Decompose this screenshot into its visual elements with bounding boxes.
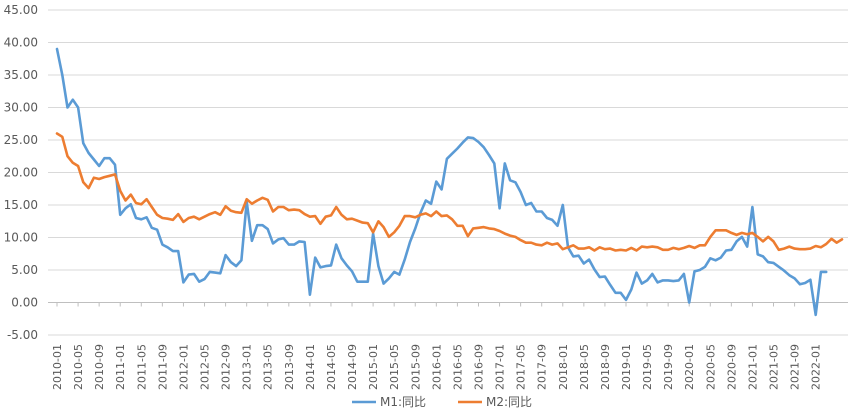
x-tick-label: 2019-09 — [662, 344, 675, 390]
x-tick-label: 2011-05 — [135, 344, 148, 390]
series-line-2 — [55, 132, 844, 252]
x-tick-label: 2021-05 — [768, 344, 781, 390]
x-tick-label: 2012-05 — [199, 344, 212, 390]
x-tick-label: 2022-01 — [810, 344, 823, 390]
x-tick-label: 2017-09 — [536, 344, 549, 390]
x-tick-label: 2020-05 — [704, 344, 717, 390]
x-tick-label: 2021-01 — [746, 344, 759, 390]
x-tick-label: 2021-09 — [789, 344, 802, 390]
y-tick-label: 45.00 — [4, 3, 38, 17]
x-tick-label: 2016-09 — [472, 344, 485, 390]
series-lines — [55, 47, 844, 317]
x-tick-label: 2013-01 — [241, 344, 254, 390]
y-tick-label: 15.00 — [4, 198, 38, 212]
x-tick-label: 2011-01 — [114, 344, 127, 390]
x-tick-label: 2019-01 — [620, 344, 633, 390]
y-axis-tick-labels: -5.00 0.00 5.00 10.00 15.00 20.00 25.00 30.00 35… — [4, 3, 38, 342]
x-tick-label: 2020-01 — [683, 344, 696, 390]
y-tick-label: 25.00 — [4, 133, 38, 147]
x-tick-label: 2018-01 — [557, 344, 570, 390]
x-tick-label: 2015-05 — [388, 344, 401, 390]
x-tick-label: 2016-01 — [430, 344, 443, 390]
y-tick-label: 5.00 — [11, 263, 38, 277]
x-tick-label: 2017-05 — [515, 344, 528, 390]
y-tick-label: 10.00 — [4, 231, 38, 245]
y-tick-label: 0.00 — [11, 296, 38, 310]
x-tick-label: 2017-01 — [494, 344, 507, 390]
grid-lines — [48, 9, 848, 336]
x-tick-label: 2016-05 — [451, 344, 464, 390]
x-tick-label: 2014-01 — [304, 344, 317, 390]
x-tick-label: 2012-09 — [220, 344, 233, 390]
y-tick-label: 35.00 — [4, 68, 38, 82]
y-tick-label: -5.00 — [7, 328, 38, 342]
x-tick-label: 2015-01 — [367, 344, 380, 390]
legend: M1:同比 M2:同比 — [352, 395, 532, 409]
x-tick-label: 2014-09 — [346, 344, 359, 390]
x-tick-label: 2012-01 — [177, 344, 190, 390]
x-tick-label: 2011-09 — [156, 344, 169, 390]
x-tick-label: 2015-09 — [409, 344, 422, 390]
x-tick-label: 2013-09 — [283, 344, 296, 390]
x-tick-label: 2020-09 — [725, 344, 738, 390]
y-tick-label: 30.00 — [4, 101, 38, 115]
y-tick-label: 40.00 — [4, 36, 38, 50]
legend-label-2: M2:同比 — [486, 395, 532, 409]
x-tick-label: 2018-09 — [599, 344, 612, 390]
x-tick-label: 2010-09 — [93, 344, 106, 390]
x-tick-label: 2013-05 — [262, 344, 275, 390]
legend-label-1: M1:同比 — [380, 395, 426, 409]
y-tick-label: 20.00 — [4, 166, 38, 180]
series-line-1 — [55, 47, 828, 317]
x-tick-label: 2014-05 — [325, 344, 338, 390]
x-axis-tick-labels: 2010-01 2010-05 2010-09 2011-01 2011-05 2011-… — [51, 302, 823, 390]
x-tick-label: 2010-01 — [51, 344, 64, 390]
x-tick-label: 2018-05 — [578, 344, 591, 390]
x-tick-label: 2010-05 — [72, 344, 85, 390]
x-tick-label: 2019-05 — [641, 344, 654, 390]
